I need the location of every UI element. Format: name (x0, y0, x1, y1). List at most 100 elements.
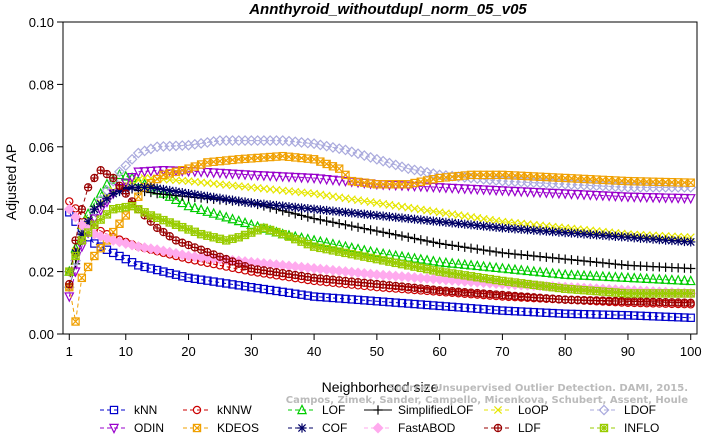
data-point (366, 253, 375, 263)
data-point (184, 273, 193, 283)
data-point (484, 185, 495, 196)
data-point (183, 189, 194, 199)
data-point (108, 189, 118, 199)
data-point (334, 207, 344, 217)
data-point (221, 169, 232, 180)
data-point (686, 263, 696, 274)
data-point (253, 226, 262, 235)
data-point (528, 187, 539, 198)
data-point (466, 272, 476, 281)
data-point (560, 228, 570, 238)
data-point (472, 260, 483, 271)
data-point (347, 249, 356, 259)
data-point (65, 280, 73, 288)
data-point (171, 186, 181, 197)
data-point (366, 197, 375, 207)
data-point (284, 187, 294, 196)
data-point (447, 240, 457, 250)
data-point (321, 140, 333, 152)
series-lof (64, 168, 696, 286)
data-point (554, 283, 564, 293)
data-point (535, 308, 545, 317)
data-point (516, 250, 526, 260)
data-point (78, 205, 86, 213)
data-point (253, 153, 262, 163)
data-point (222, 255, 230, 263)
data-point (629, 192, 640, 203)
data-point (391, 298, 400, 307)
data-point (309, 204, 319, 214)
data-point (165, 169, 174, 178)
data-point (592, 310, 601, 319)
data-point (409, 214, 420, 224)
data-point (685, 194, 696, 205)
data-point (340, 176, 351, 188)
data-point (246, 218, 257, 229)
data-point (503, 186, 514, 197)
data-point (611, 288, 620, 297)
data-point (183, 200, 194, 211)
data-point (404, 261, 413, 270)
data-point (592, 175, 601, 184)
data-point (404, 180, 413, 189)
data-point (278, 287, 287, 297)
data-point (510, 249, 520, 259)
data-point (334, 276, 344, 285)
data-point (385, 297, 394, 307)
data-point (120, 178, 131, 189)
data-point (171, 186, 181, 197)
data-point (140, 262, 149, 272)
data-point (454, 211, 463, 220)
data-point (611, 310, 620, 320)
y-tick-label: 0.02 (29, 265, 54, 280)
data-point (322, 205, 332, 216)
data-point (303, 188, 312, 198)
data-point (491, 222, 501, 232)
data-point (221, 194, 231, 204)
data-point (353, 222, 363, 232)
data-point (377, 155, 389, 167)
data-point (341, 248, 350, 257)
data-point (134, 205, 143, 214)
data-point (548, 283, 557, 292)
data-point (379, 256, 388, 265)
data-point (654, 235, 664, 245)
data-point (240, 282, 250, 291)
data-point (70, 211, 82, 223)
data-point (478, 245, 489, 255)
data-point (528, 265, 539, 276)
data-point (278, 287, 287, 297)
data-point (504, 223, 514, 233)
data-point (410, 299, 419, 309)
data-point (623, 311, 633, 320)
data-point (159, 170, 168, 180)
data-point (114, 166, 125, 178)
data-point (334, 218, 344, 229)
data-point (441, 239, 451, 250)
data-point (523, 171, 532, 181)
data-point (630, 311, 639, 320)
data-point (429, 207, 438, 216)
data-point (134, 261, 143, 270)
data-point (635, 192, 646, 203)
data-point (597, 270, 608, 281)
data-point (485, 222, 495, 232)
data-point (661, 177, 670, 187)
data-point (77, 273, 87, 283)
data-point (679, 236, 690, 247)
data-point (316, 292, 325, 302)
data-point (96, 244, 105, 253)
data-point (465, 184, 477, 195)
data-point (686, 178, 695, 187)
data-point (548, 253, 558, 263)
data-point (359, 209, 369, 219)
data-point (447, 269, 457, 278)
data-point (604, 310, 614, 320)
data-point (649, 289, 658, 298)
series-kdeos (65, 151, 695, 326)
data-point (346, 177, 357, 188)
data-point (266, 225, 275, 235)
legend-item-lof: LOF (288, 403, 345, 417)
data-point (341, 294, 350, 304)
data-point (591, 270, 602, 281)
